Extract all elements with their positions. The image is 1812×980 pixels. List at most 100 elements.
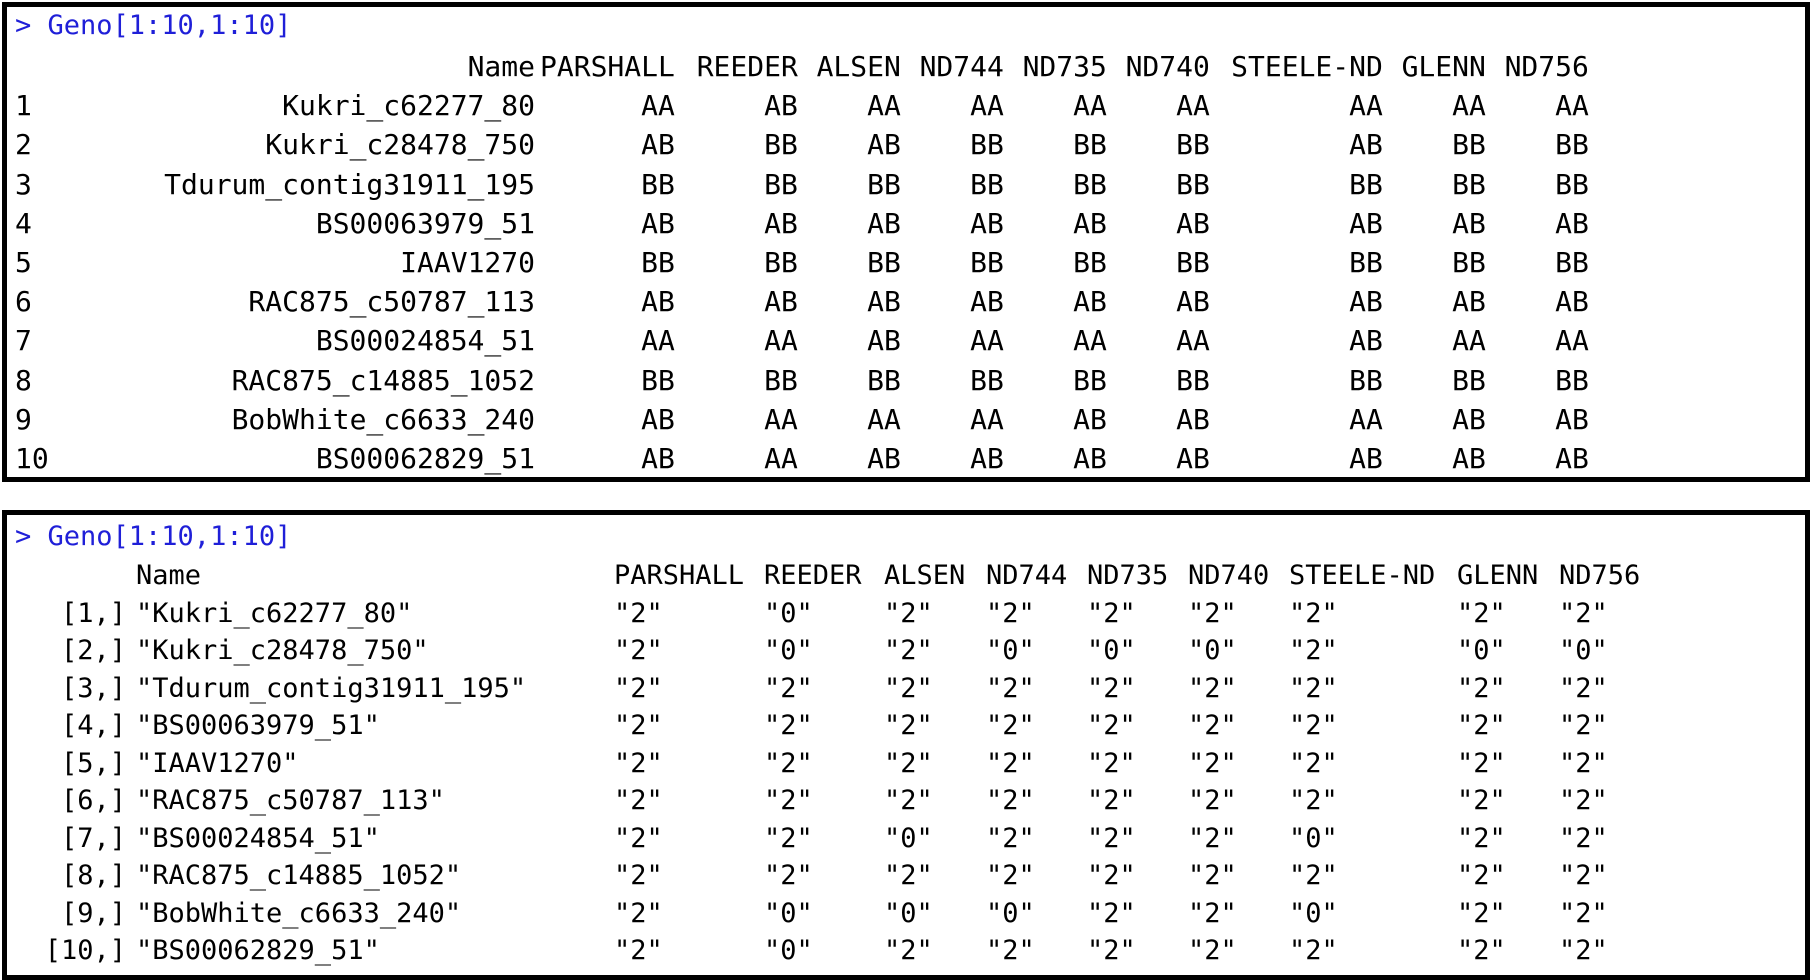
row-index: [1,] [60, 597, 126, 629]
genotype-cell: AA [641, 89, 675, 123]
genotype-cell: "2" [1087, 860, 1136, 892]
column-header: ND740 [1188, 560, 1270, 592]
table-row: [8,] "RAC875_c14885_1052" "2" "2" "2" "2" "2" "… [15, 857, 1649, 895]
marker-name: "BS00024854_51" [136, 822, 380, 854]
genotype-cell: "0" [1087, 635, 1136, 667]
genotype-cell: "2" [986, 672, 1035, 704]
table-row: 8 RAC875_c14885_1052 BB BB BB BB BB BB BB BB BB [15, 361, 1589, 400]
genotype-cell: "2" [1188, 597, 1237, 629]
column-header: GLENN [1457, 560, 1539, 592]
row-index: [5,] [60, 747, 126, 779]
genotype-cell: "2" [1559, 860, 1608, 892]
genotype-cell: "2" [1559, 747, 1608, 779]
genotype-cell: "2" [1457, 747, 1506, 779]
table-row: 2 Kukri_c28478_750 AB BB AB BB BB BB AB BB BB [15, 125, 1589, 164]
genotype-cell: AA [1073, 324, 1107, 358]
marker-name: BS00062829_51 [315, 441, 535, 475]
genotype-cell: "2" [1289, 710, 1338, 742]
genotype-cell: "0" [764, 635, 813, 667]
column-header: ND756 [1504, 50, 1589, 84]
table-row: [5,] "IAAV1270" "2" "2" "2" "2" "2" "2" "2" "2" "2… [15, 745, 1649, 783]
genotype-cell: "2" [614, 672, 663, 704]
genotype-cell: "0" [764, 935, 813, 967]
row-index: [7,] [60, 822, 126, 854]
table-row: [1,] "Kukri_c62277_80" "2" "0" "2" "2" "2" "2" "… [15, 595, 1649, 633]
genotype-cell: AB [1176, 402, 1210, 436]
genotype-cell: AB [1452, 441, 1486, 475]
marker-name: "RAC875_c14885_1052" [136, 860, 462, 892]
genotype-cell: "0" [986, 635, 1035, 667]
table-row: 10 BS00062829_51 AB AA AB AB AB AB AB AB AB [15, 439, 1589, 477]
genotype-cell: "2" [1087, 747, 1136, 779]
genotype-cell: "2" [1188, 822, 1237, 854]
genotype-cell: BB [1555, 167, 1589, 201]
table-row: [3,] "Tdurum_contig31911_195" "2" "2" "2" "2"… [15, 670, 1649, 708]
genotype-cell: AB [867, 441, 901, 475]
genotype-cell: AA [1176, 89, 1210, 123]
column-header: ND756 [1559, 560, 1641, 592]
column-header: ND740 [1125, 50, 1210, 84]
table-row: 3 Tdurum_contig31911_195 BB BB BB BB BB BB BB BB B… [15, 165, 1589, 204]
genotype-cell: "2" [1087, 672, 1136, 704]
table-row: [4,] "BS00063979_51" "2" "2" "2" "2" "2" "2" "2"… [15, 707, 1649, 745]
genotype-cell: AB [1176, 206, 1210, 240]
genotype-cell: AA [1349, 402, 1383, 436]
genotype-table: Name PARSHALL REEDER ALSEN ND744 ND735 ND740 ST… [15, 47, 1589, 477]
column-header: GLENN [1401, 50, 1486, 84]
console-command: > Geno[1:10,1:10] [15, 10, 292, 41]
genotype-cell: AA [970, 402, 1004, 436]
genotype-cell: BB [1555, 246, 1589, 280]
row-index: 6 [15, 285, 32, 319]
genotype-cell: AB [1349, 324, 1383, 358]
genotype-cell: "2" [1289, 635, 1338, 667]
genotype-cell: BB [641, 167, 675, 201]
genotype-cell: BB [764, 246, 798, 280]
genotype-cell: "0" [1289, 897, 1338, 929]
genotype-cell: "0" [1289, 822, 1338, 854]
genotype-cell: "2" [614, 935, 663, 967]
genotype-matrix: Name PARSHALL REEDER ALSEN ND744 ND735 ND740 ST… [15, 557, 1649, 970]
marker-name: BobWhite_c6633_240 [231, 402, 535, 436]
genotype-cell: AB [1176, 441, 1210, 475]
genotype-cell: "2" [614, 785, 663, 817]
genotype-cell: "2" [884, 785, 933, 817]
genotype-cell: "2" [986, 822, 1035, 854]
genotype-cell: "2" [1289, 785, 1338, 817]
marker-name: "Kukri_c28478_750" [136, 635, 429, 667]
genotype-cell: AB [1073, 441, 1107, 475]
genotype-cell: BB [867, 167, 901, 201]
genotype-cell: BB [764, 363, 798, 397]
row-index: 2 [15, 128, 32, 162]
column-header: ND744 [919, 50, 1004, 84]
genotype-cell: "2" [1559, 822, 1608, 854]
genotype-cell: AA [764, 324, 798, 358]
genotype-cell: BB [867, 246, 901, 280]
genotype-cell: AB [764, 285, 798, 319]
row-index: [9,] [60, 897, 126, 929]
genotype-cell: "2" [1559, 935, 1608, 967]
genotype-cell: AB [867, 206, 901, 240]
marker-name: "BS00063979_51" [136, 710, 380, 742]
genotype-cell: AB [1452, 206, 1486, 240]
genotype-cell: "2" [1559, 785, 1608, 817]
row-index: 9 [15, 402, 32, 436]
genotype-cell: "2" [1457, 897, 1506, 929]
genotype-cell: AB [1555, 402, 1589, 436]
table-row: [10,] "BS00062829_51" "2" "0" "2" "2" "2" "2" "2… [15, 932, 1649, 970]
column-header: ND735 [1087, 560, 1169, 592]
genotype-cell: "2" [986, 597, 1035, 629]
genotype-cell: "2" [764, 785, 813, 817]
column-header: REEDER [696, 50, 798, 84]
column-header: PARSHALL [614, 560, 745, 592]
genotype-cell: "0" [1457, 635, 1506, 667]
genotype-cell: "2" [1087, 597, 1136, 629]
genotype-cell: BB [970, 363, 1004, 397]
genotype-cell: "2" [1188, 710, 1237, 742]
column-header: ND744 [986, 560, 1068, 592]
genotype-cell: "2" [884, 710, 933, 742]
genotype-cell: "2" [614, 597, 663, 629]
genotype-cell: AB [1349, 206, 1383, 240]
genotype-cell: AA [867, 402, 901, 436]
row-index: [8,] [60, 860, 126, 892]
genotype-cell: "2" [614, 860, 663, 892]
